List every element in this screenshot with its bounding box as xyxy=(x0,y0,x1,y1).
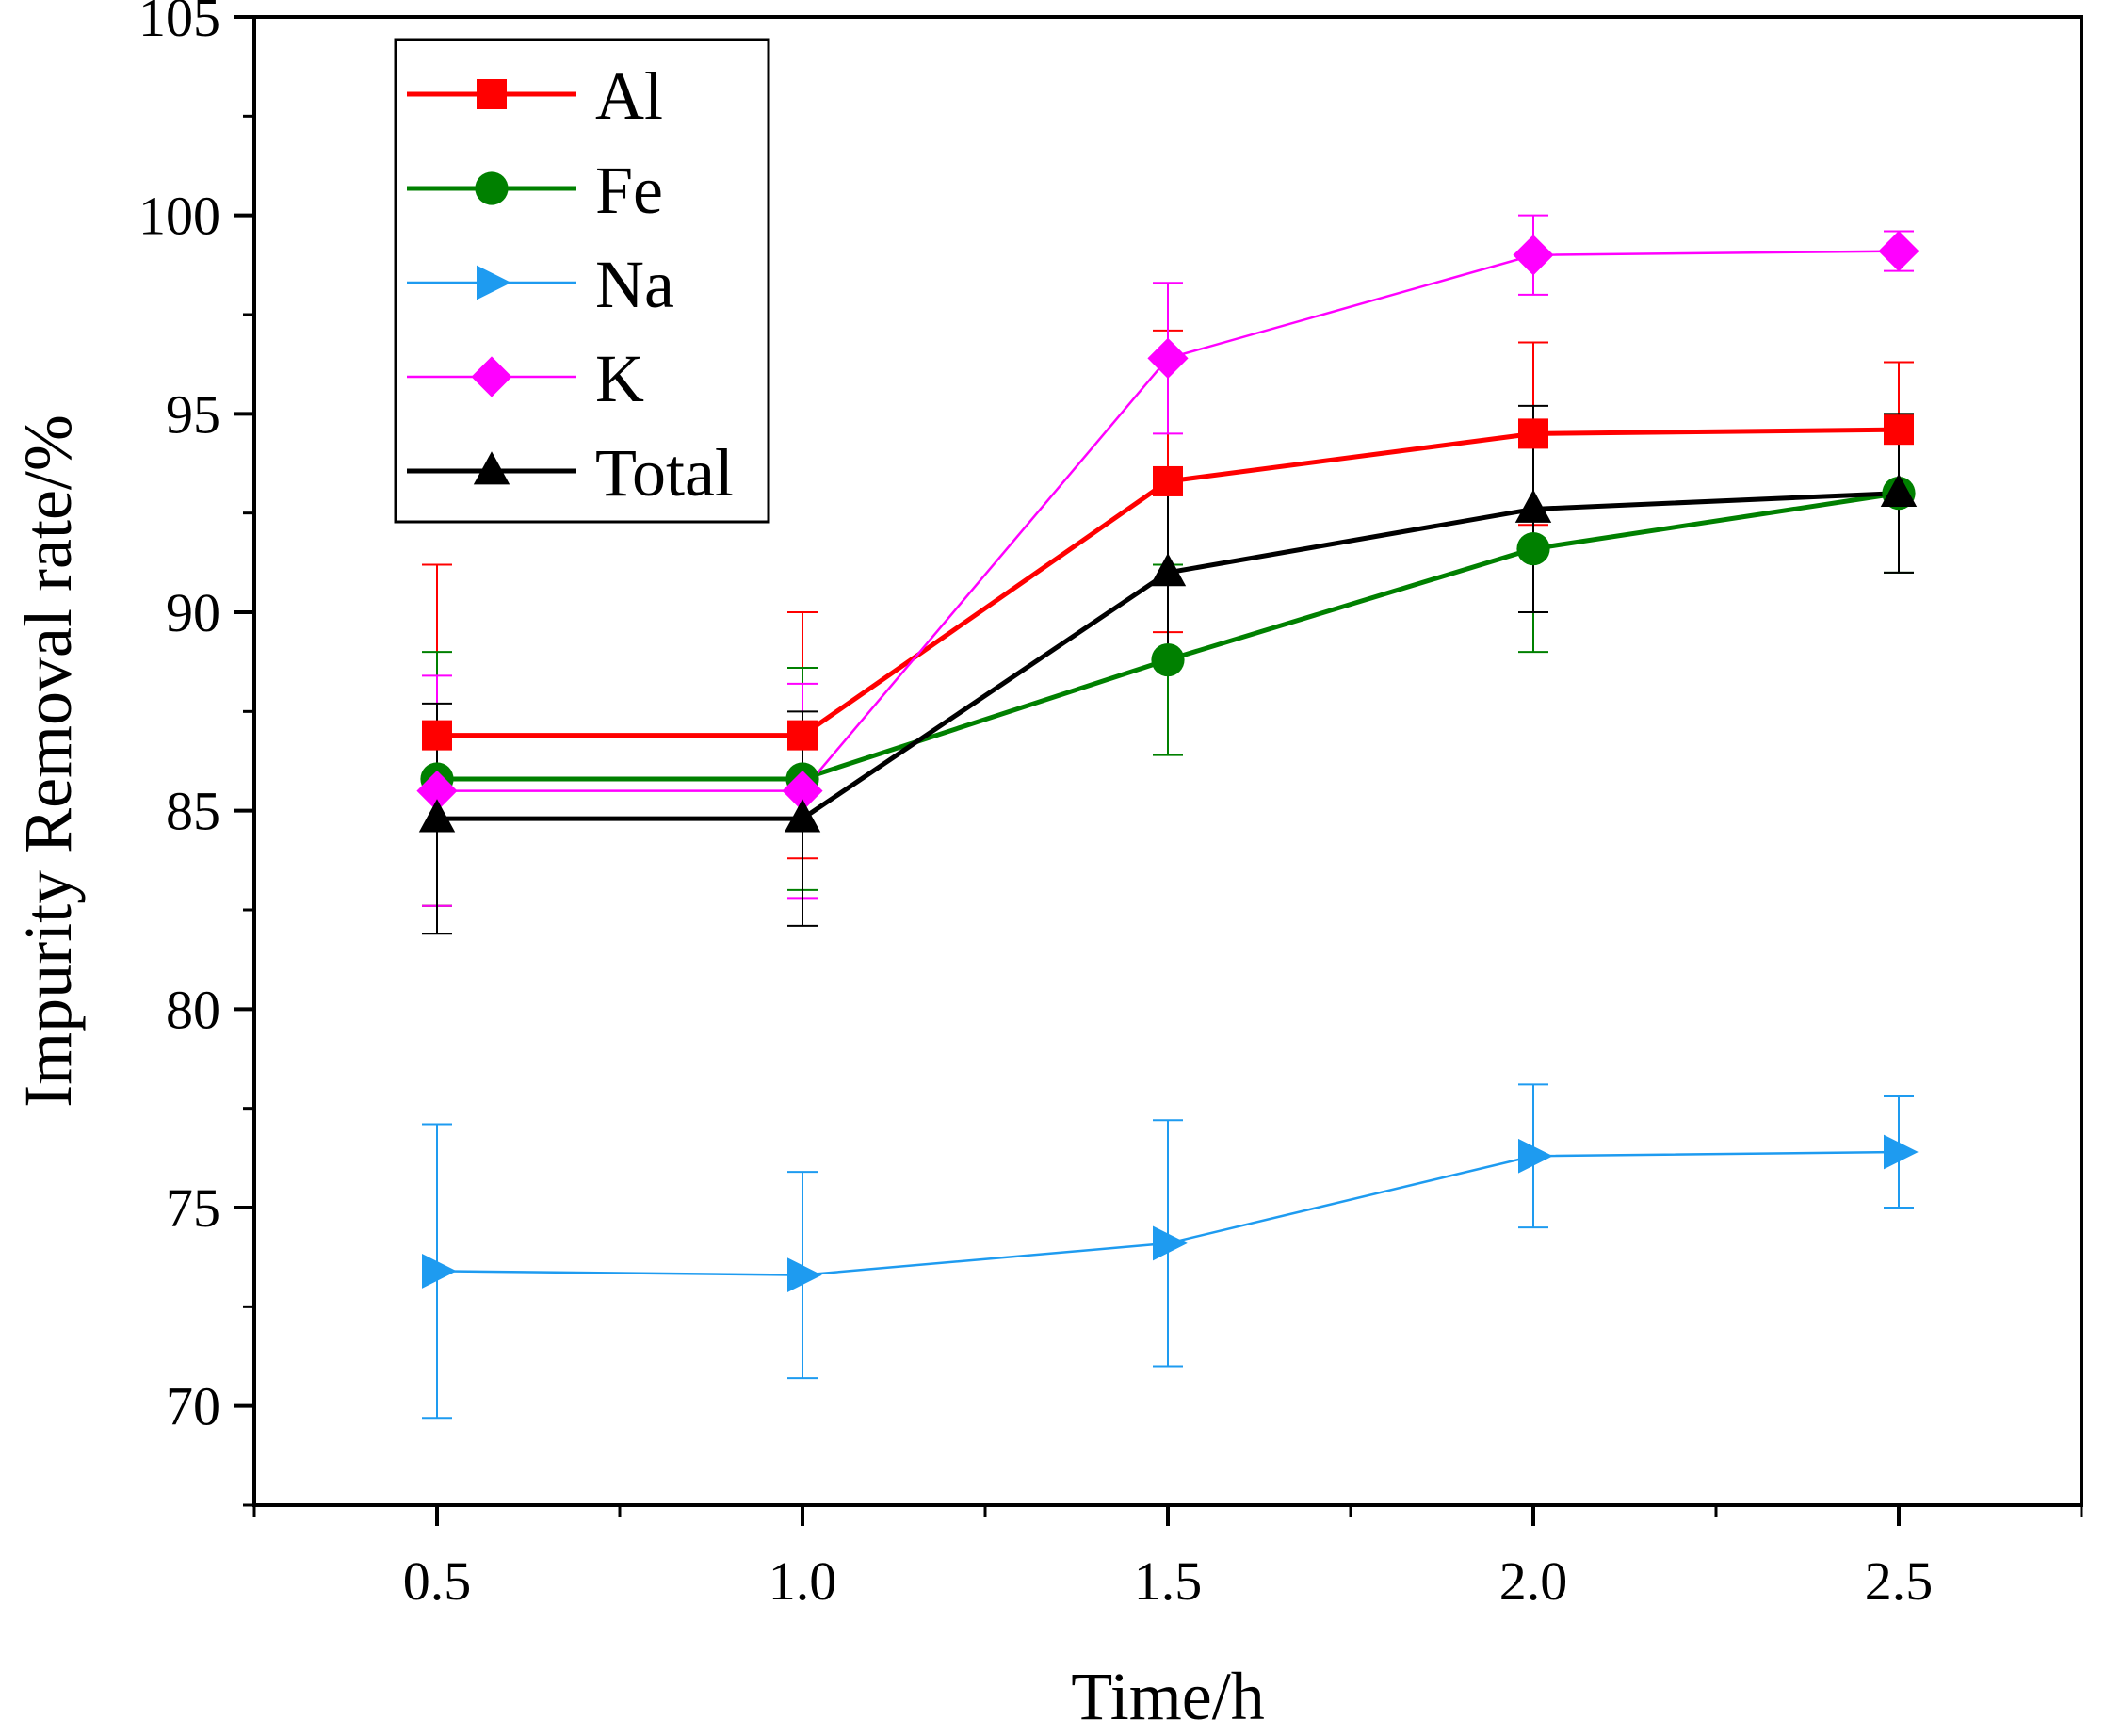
series-markers xyxy=(416,230,1919,1293)
data-point-al xyxy=(1518,418,1548,449)
legend-entry-fe: Fe xyxy=(407,153,663,228)
x-axis-title: Time/h xyxy=(1071,1659,1264,1734)
data-point-na xyxy=(1518,1138,1553,1174)
legend-entry-total: Total xyxy=(407,435,734,511)
legend-marker-al xyxy=(477,79,507,109)
data-point-total xyxy=(1514,489,1552,523)
data-point-na xyxy=(422,1254,457,1289)
plot-axes: 70 75 80 85 90 95 100 105 0.5 1.0 1.5 2.0 2.5 xyxy=(138,0,2083,1612)
data-point-na xyxy=(1884,1134,1919,1170)
data-point-na xyxy=(1153,1225,1188,1261)
data-point-al xyxy=(422,720,452,751)
y-tick-label: 70 xyxy=(166,1376,220,1437)
x-tick-label: 2.0 xyxy=(1499,1550,1568,1612)
legend-marker-k xyxy=(471,356,512,397)
data-point-k xyxy=(416,771,458,812)
legend-box xyxy=(394,38,770,524)
data-point-na xyxy=(787,1257,822,1293)
y-tick-label: 95 xyxy=(166,383,220,445)
x-tick-label: 0.5 xyxy=(403,1550,472,1612)
y-tick-label: 100 xyxy=(138,186,220,247)
legend: Al Fe Na K Total xyxy=(394,38,770,524)
data-point-total xyxy=(1880,473,1918,507)
data-point-total xyxy=(784,799,821,833)
y-tick-label: 105 xyxy=(138,0,220,48)
data-point-k xyxy=(782,771,823,812)
x-tick-label: 2.5 xyxy=(1865,1550,1934,1612)
y-tick-label: 90 xyxy=(166,582,220,643)
legend-marker-na xyxy=(477,265,511,300)
data-point-al xyxy=(787,720,818,751)
legend-entry-na: Na xyxy=(407,247,674,322)
y-axis-title: Impurity Removal rate/% xyxy=(10,414,86,1108)
data-point-total xyxy=(1149,553,1187,587)
data-point-al xyxy=(1884,414,1914,446)
data-point-al xyxy=(1153,465,1183,496)
legend-label-total: Total xyxy=(595,435,734,511)
y-tick-label: 85 xyxy=(166,781,220,842)
data-point-k xyxy=(1513,235,1554,276)
legend-marker-total xyxy=(473,451,510,485)
data-point-k xyxy=(1147,337,1189,379)
data-point-fe xyxy=(1516,531,1550,566)
x-tick-label: 1.5 xyxy=(1134,1550,1203,1612)
data-point-fe xyxy=(1151,642,1185,677)
legend-entry-al: Al xyxy=(407,58,663,134)
y-tick-label: 75 xyxy=(166,1177,220,1239)
data-point-total xyxy=(418,799,456,833)
legend-label-al: Al xyxy=(595,58,663,134)
legend-marker-fe xyxy=(475,171,509,205)
x-tick-label: 1.0 xyxy=(769,1550,837,1612)
legend-entry-k: K xyxy=(407,341,644,416)
legend-label-na: Na xyxy=(595,247,674,322)
legend-label-k: K xyxy=(595,341,644,416)
y-tick-label: 80 xyxy=(166,979,220,1040)
legend-label-fe: Fe xyxy=(595,153,663,228)
data-point-k xyxy=(1878,230,1919,272)
